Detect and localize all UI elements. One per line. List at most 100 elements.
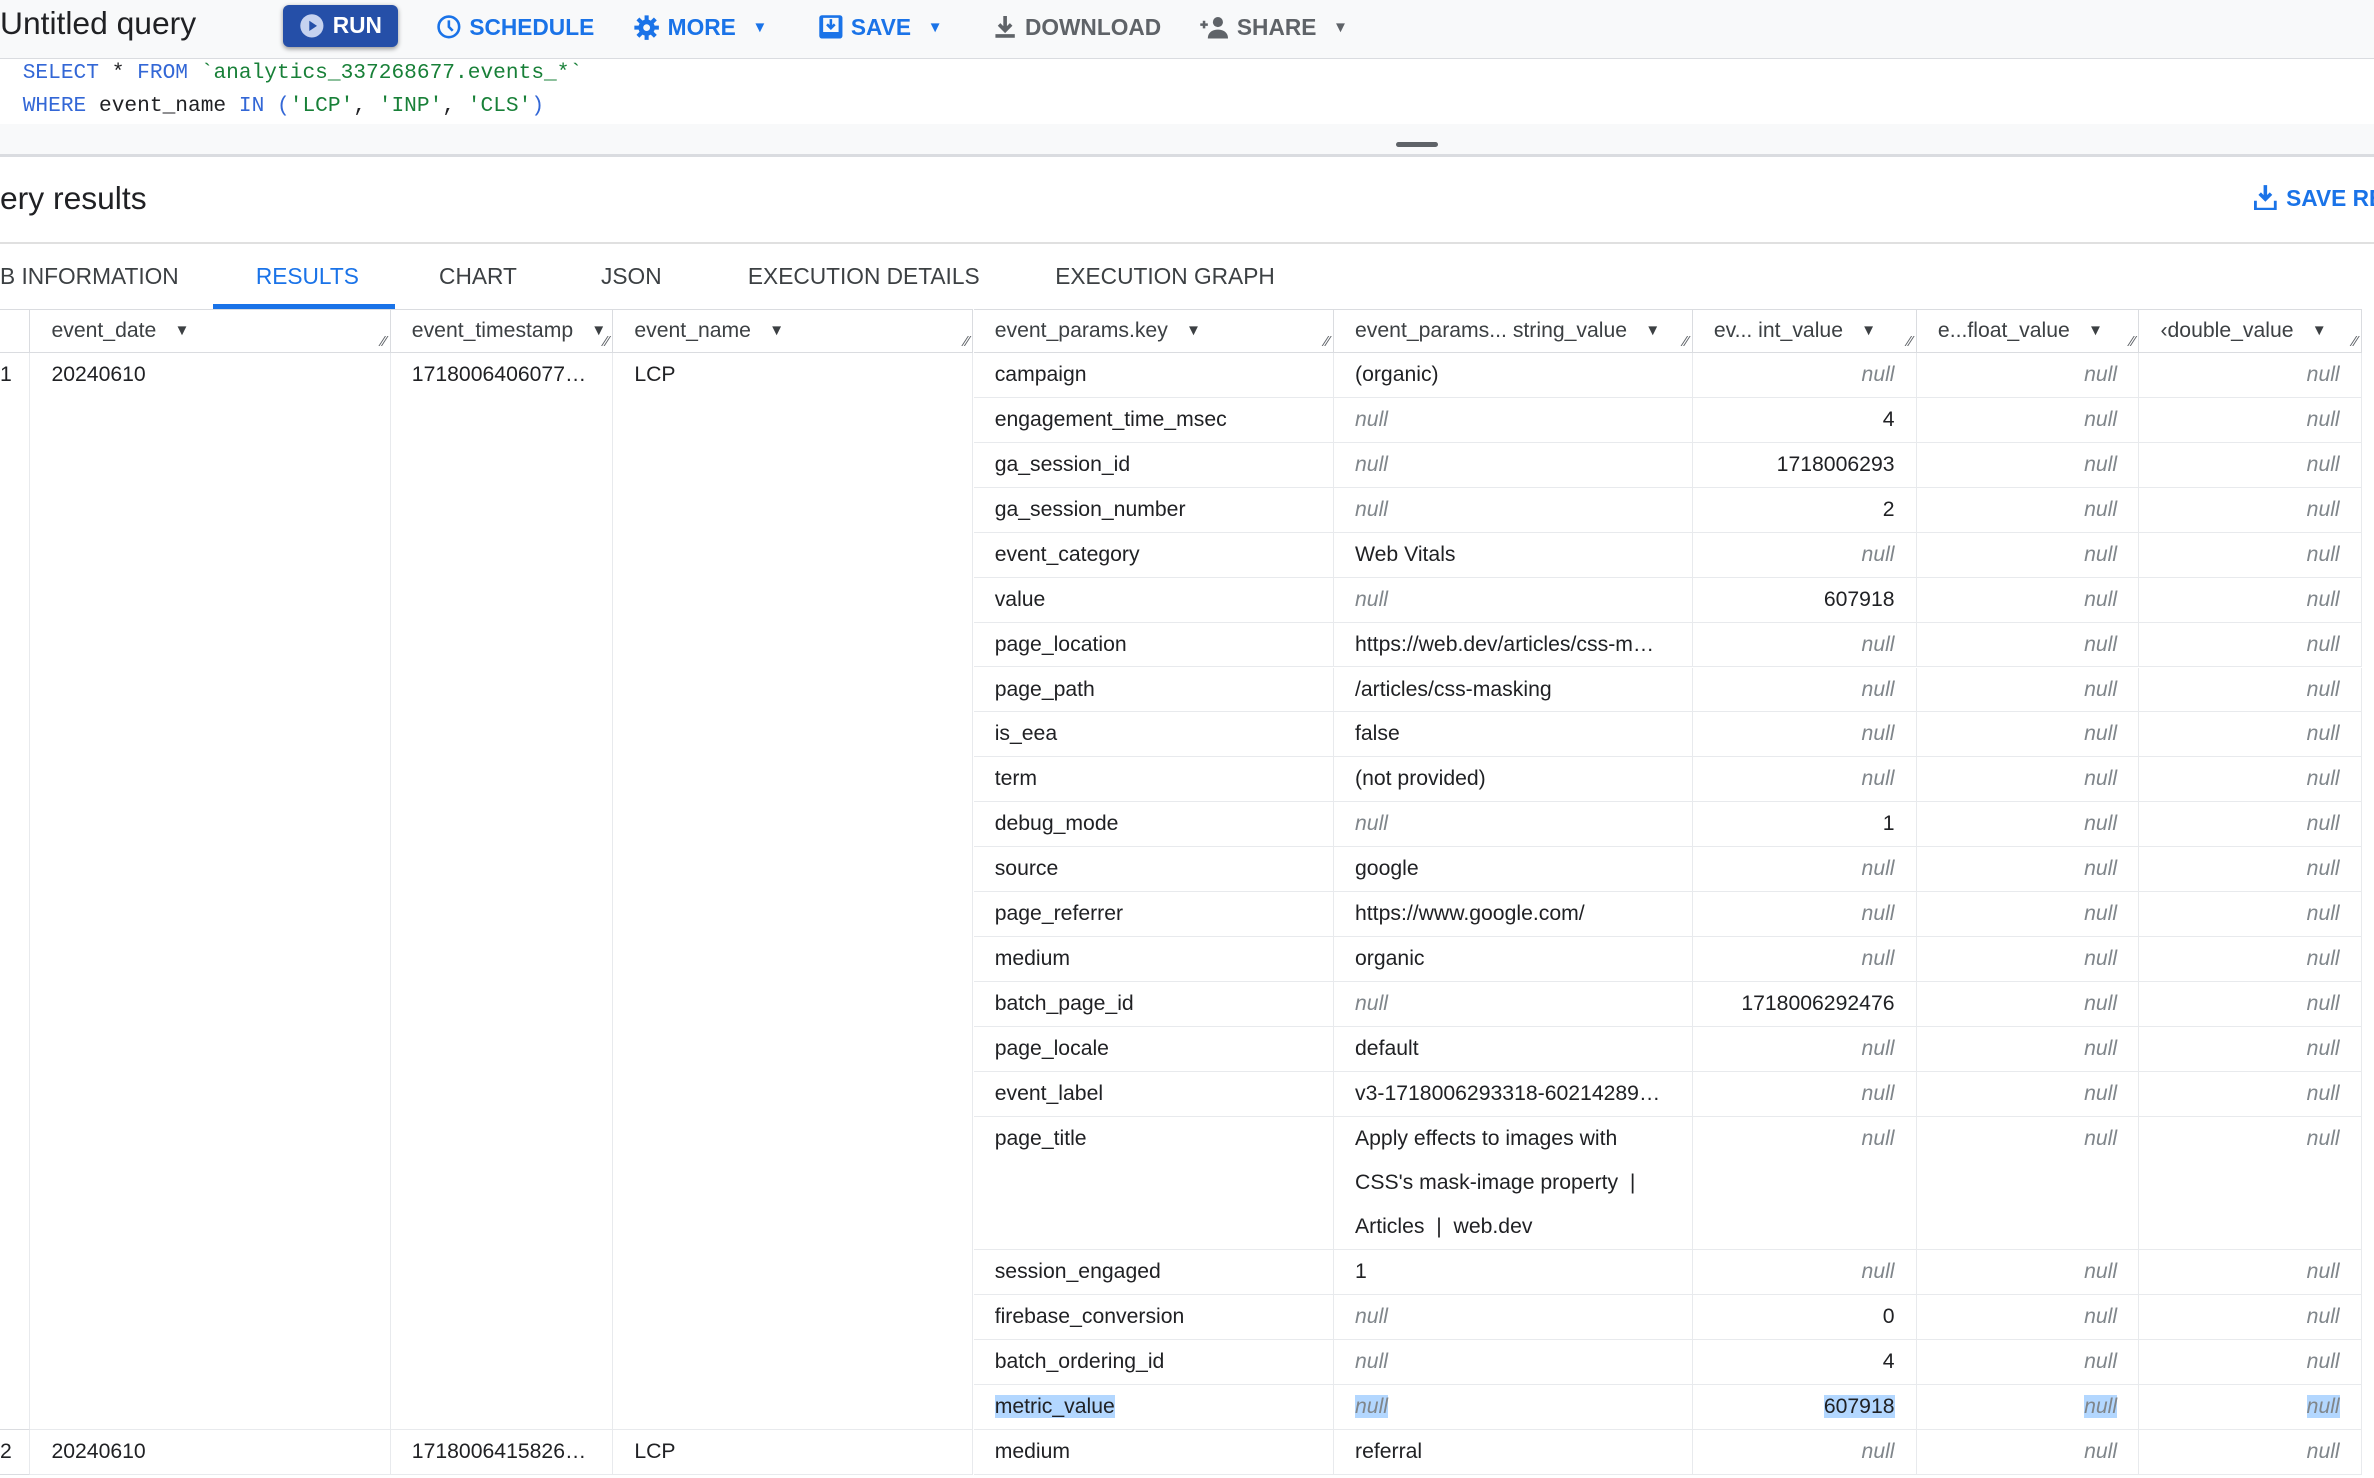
column-resize-icon[interactable]: ⁄⁄ <box>964 333 970 351</box>
event-name-cell[interactable]: LCP <box>613 1429 974 1475</box>
param-value-cell[interactable]: null <box>1916 982 2140 1028</box>
sort-menu-icon[interactable]: ▼ <box>1185 322 1201 340</box>
param-key-cell[interactable]: batch_page_id <box>973 982 1334 1028</box>
column-resize-icon[interactable]: ⁄⁄ <box>604 333 610 351</box>
column-resize-icon[interactable]: ⁄⁄ <box>2352 333 2358 351</box>
param-value-cell[interactable]: null <box>1916 667 2140 713</box>
column-header[interactable]: event_date ▼ ⁄⁄ <box>30 308 391 353</box>
resize-handle[interactable] <box>1395 142 1439 147</box>
param-value-cell[interactable]: null <box>2139 937 2362 983</box>
param-value-cell[interactable]: null <box>2139 712 2362 758</box>
column-header[interactable]: event_params... string_value ▼ ⁄⁄ <box>1333 308 1693 353</box>
sort-menu-icon[interactable]: ▼ <box>769 322 785 340</box>
param-value-cell[interactable]: null <box>1692 1072 1917 1118</box>
param-value-cell[interactable]: null <box>2139 892 2362 938</box>
param-value-cell[interactable]: null <box>1916 1027 2140 1073</box>
column-header[interactable]: event_timestamp ▼ ⁄⁄ <box>390 308 614 353</box>
param-value-cell[interactable]: 4 <box>1692 397 1917 443</box>
tab-chart[interactable]: CHART <box>439 263 517 290</box>
param-value-cell[interactable]: null <box>2139 352 2362 398</box>
param-value-cell[interactable]: null <box>1916 1294 2140 1340</box>
column-header[interactable]: e...float_value ▼ ⁄⁄ <box>1916 308 2140 353</box>
column-resize-icon[interactable]: ⁄⁄ <box>1907 333 1913 351</box>
param-value-cell[interactable]: null <box>1916 892 2140 938</box>
param-value-cell[interactable]: null <box>1916 1117 2140 1250</box>
param-value-cell[interactable]: null <box>1692 1249 1917 1295</box>
column-resize-icon[interactable]: ⁄⁄ <box>2130 333 2136 351</box>
column-resize-icon[interactable]: ⁄⁄ <box>381 333 387 351</box>
run-button[interactable]: RUN <box>283 4 399 47</box>
sort-menu-icon[interactable]: ▼ <box>2311 322 2327 340</box>
param-value-cell[interactable]: null <box>1916 577 2140 623</box>
param-value-cell[interactable]: null <box>2139 1429 2362 1475</box>
param-value-cell[interactable]: null <box>2139 667 2362 713</box>
param-value-cell[interactable]: null <box>1692 622 1917 668</box>
param-value-cell[interactable]: null <box>1692 847 1917 893</box>
param-value-cell[interactable]: 2 <box>1692 487 1917 533</box>
param-value-cell[interactable]: null <box>2139 532 2362 578</box>
param-key-cell[interactable]: firebase_conversion <box>973 1294 1334 1340</box>
event-name-cell[interactable]: LCP <box>613 352 974 1430</box>
param-key-cell[interactable]: page_title <box>973 1117 1334 1250</box>
param-value-cell[interactable]: https://web.dev/articles/css-m… <box>1333 622 1693 668</box>
param-value-cell[interactable]: null <box>2139 802 2362 848</box>
param-value-cell[interactable]: (not provided) <box>1333 757 1693 803</box>
param-value-cell[interactable]: null <box>1333 1339 1693 1385</box>
event-timestamp-cell[interactable]: 1718006406077… <box>390 352 614 1430</box>
column-header[interactable]: event_params.key ▼ ⁄⁄ <box>973 308 1334 353</box>
param-value-cell[interactable]: Apply effects to images with CSS's mask-… <box>1333 1117 1693 1250</box>
param-value-cell[interactable]: v3-1718006293318-602142891… <box>1333 1072 1693 1118</box>
param-key-cell[interactable]: medium <box>973 1429 1334 1475</box>
param-value-cell[interactable]: Web Vitals <box>1333 532 1693 578</box>
param-value-cell[interactable]: null <box>1916 352 2140 398</box>
column-header[interactable]: ‹double_value ▼ ⁄⁄ <box>2139 308 2362 353</box>
param-value-cell[interactable]: 1718006293 <box>1692 442 1917 488</box>
param-key-cell[interactable]: page_referrer <box>973 892 1334 938</box>
param-value-cell[interactable]: null <box>2139 1384 2362 1430</box>
save-results-button[interactable]: SAVE RE <box>2254 185 2374 212</box>
param-value-cell[interactable]: null <box>1916 757 2140 803</box>
param-value-cell[interactable]: null <box>2139 1027 2362 1073</box>
param-value-cell[interactable]: null <box>1333 397 1693 443</box>
param-value-cell[interactable]: null <box>1333 982 1693 1028</box>
param-value-cell[interactable]: null <box>1916 937 2140 983</box>
param-value-cell[interactable]: null <box>1916 1072 2140 1118</box>
query-title[interactable]: Untitled query <box>0 4 197 41</box>
sort-menu-icon[interactable]: ▼ <box>591 322 607 340</box>
param-value-cell[interactable]: null <box>2139 1072 2362 1118</box>
param-value-cell[interactable]: null <box>2139 982 2362 1028</box>
param-key-cell[interactable]: session_engaged <box>973 1249 1334 1295</box>
param-value-cell[interactable]: null <box>1692 532 1917 578</box>
param-value-cell[interactable]: default <box>1333 1027 1693 1073</box>
param-value-cell[interactable]: /articles/css-masking <box>1333 667 1693 713</box>
param-key-cell[interactable]: page_path <box>973 667 1334 713</box>
column-resize-icon[interactable]: ⁄⁄ <box>1324 333 1330 351</box>
param-value-cell[interactable]: null <box>1692 1027 1917 1073</box>
param-value-cell[interactable]: null <box>1692 667 1917 713</box>
param-value-cell[interactable]: null <box>2139 757 2362 803</box>
param-key-cell[interactable]: term <box>973 757 1334 803</box>
tab-job-information[interactable]: B INFORMATION <box>0 263 179 290</box>
param-value-cell[interactable]: 1 <box>1333 1249 1693 1295</box>
download-button[interactable]: DOWNLOAD <box>993 8 1161 47</box>
param-key-cell[interactable]: event_category <box>973 532 1334 578</box>
share-button[interactable]: SHARE ▼ <box>1199 8 1348 47</box>
param-value-cell[interactable]: null <box>1916 622 2140 668</box>
more-button[interactable]: MORE ▼ <box>633 8 767 47</box>
event-timestamp-cell[interactable]: 1718006415826… <box>390 1429 614 1475</box>
param-key-cell[interactable]: metric_value <box>973 1384 1334 1430</box>
sql-editor[interactable]: SELECT * FROM `analytics_337268677.event… <box>0 59 2374 125</box>
tab-execution-details[interactable]: EXECUTION DETAILS <box>747 263 980 290</box>
param-value-cell[interactable]: false <box>1333 712 1693 758</box>
param-key-cell[interactable]: debug_mode <box>973 802 1334 848</box>
param-value-cell[interactable]: 0 <box>1692 1294 1917 1340</box>
sort-menu-icon[interactable]: ▼ <box>2088 322 2103 340</box>
param-value-cell[interactable]: 4 <box>1692 1339 1917 1385</box>
param-value-cell[interactable]: null <box>1916 847 2140 893</box>
param-value-cell[interactable]: null <box>1692 352 1917 398</box>
param-value-cell[interactable]: null <box>1333 577 1693 623</box>
param-value-cell[interactable]: (organic) <box>1333 352 1693 398</box>
param-key-cell[interactable]: engagement_time_msec <box>973 397 1334 443</box>
param-value-cell[interactable]: https://www.google.com/ <box>1333 892 1693 938</box>
param-value-cell[interactable]: 607918 <box>1692 577 1917 623</box>
